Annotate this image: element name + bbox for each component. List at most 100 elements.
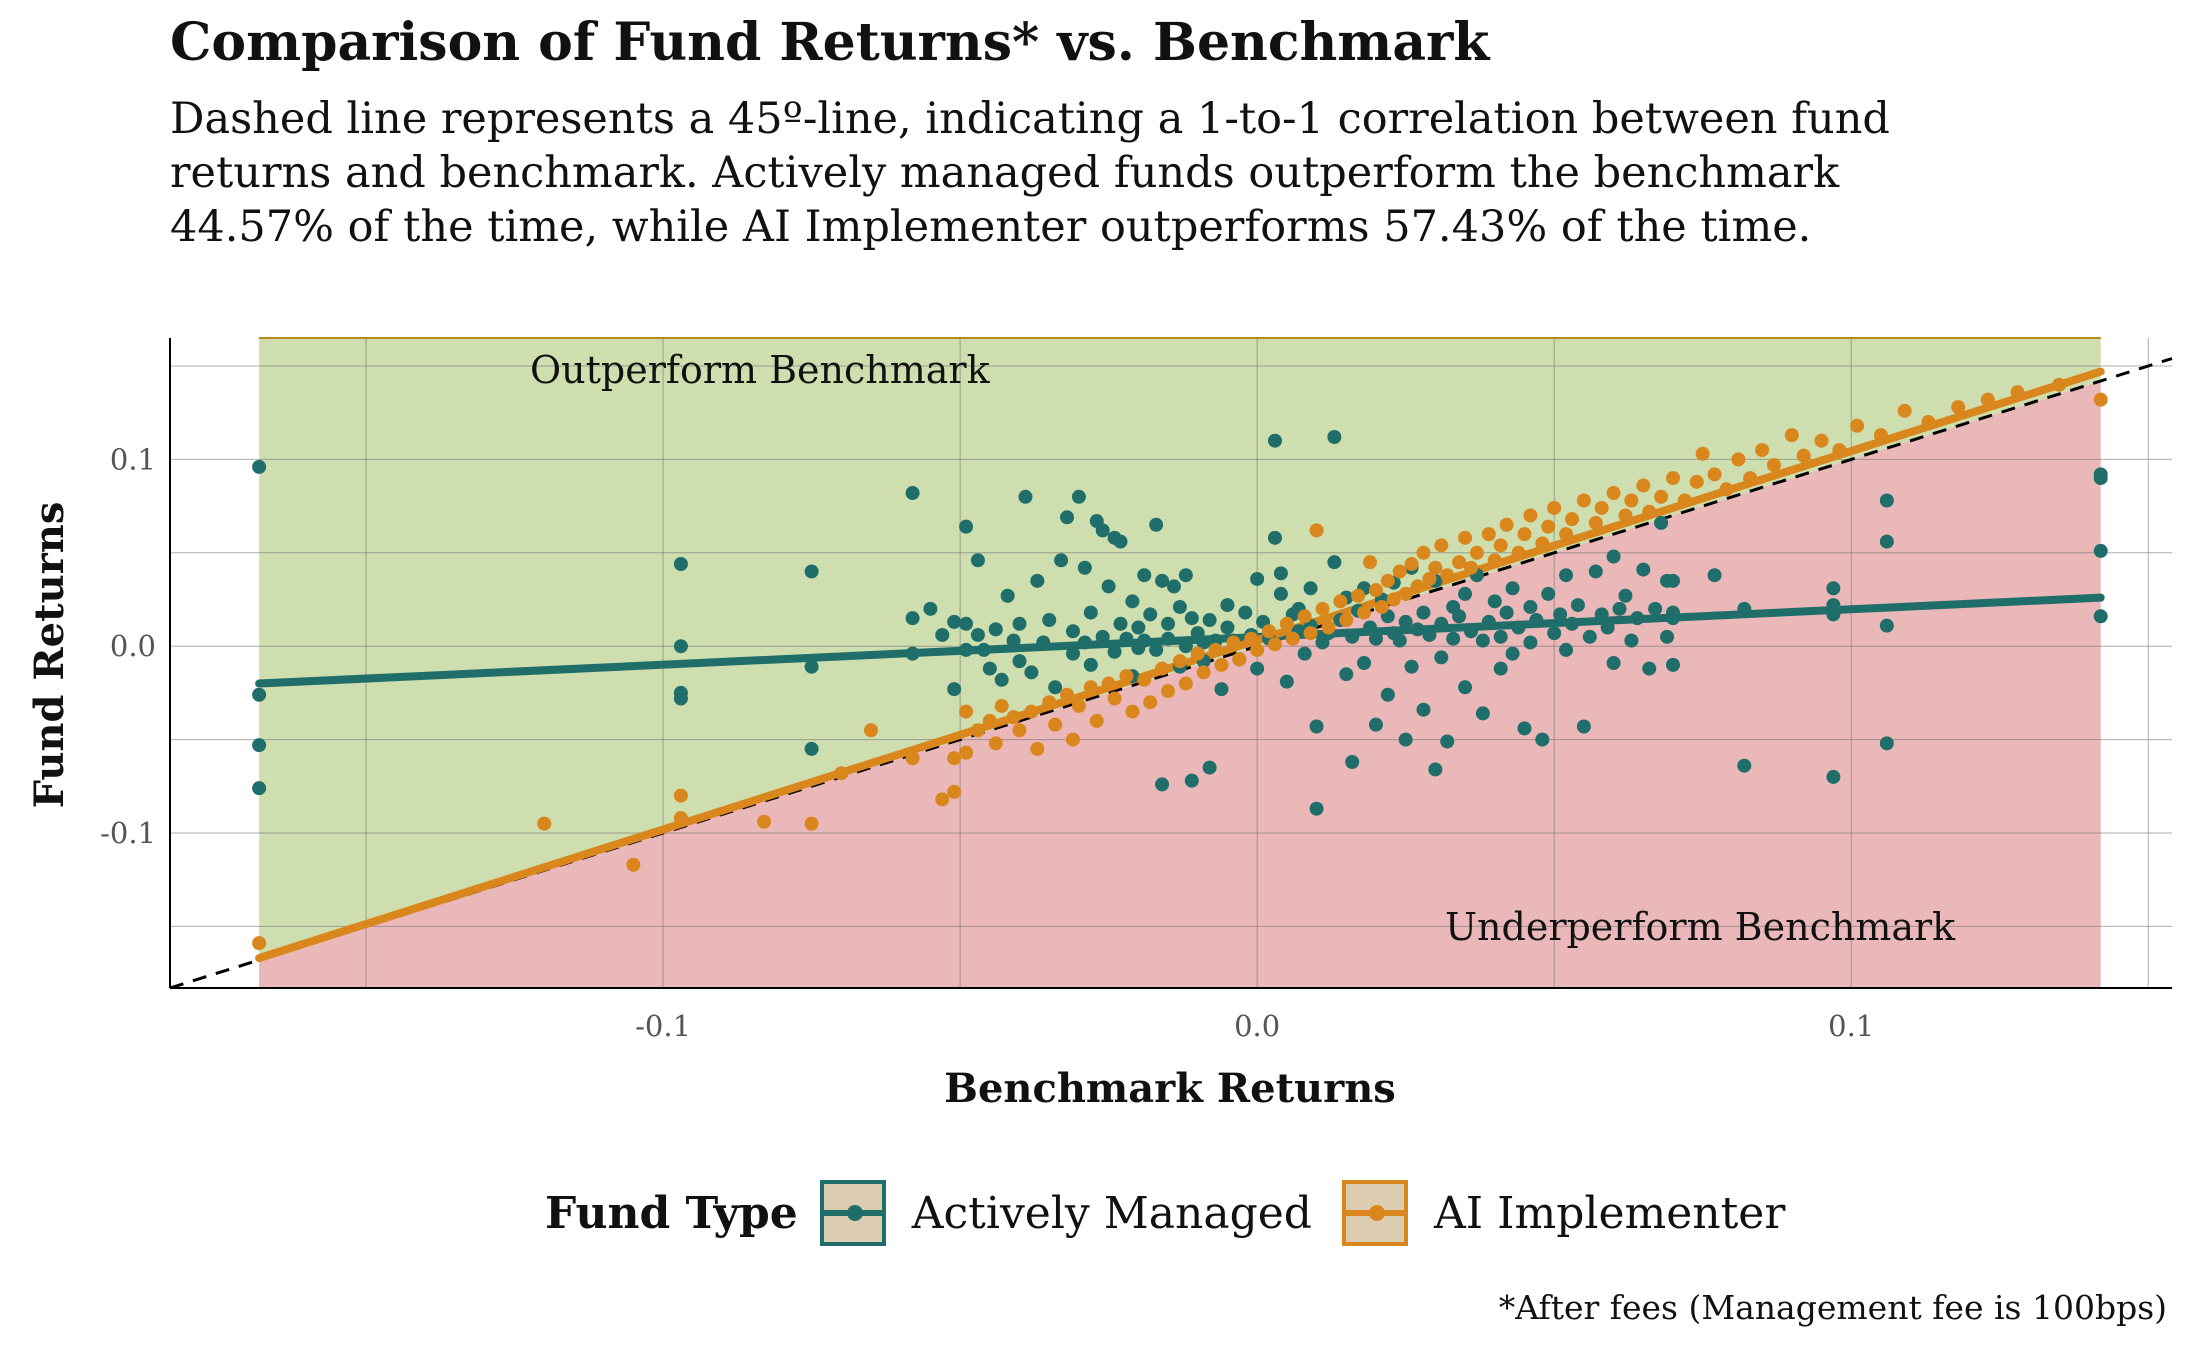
data-point-ai-implementer [959,704,974,719]
data-point-actively-managed [1048,680,1063,695]
data-point-actively-managed [988,622,1003,637]
data-point-actively-managed [1178,639,1193,654]
data-point-actively-managed [252,459,267,474]
data-point-actively-managed [673,557,688,572]
data-point-actively-managed [1879,534,1894,549]
data-point-ai-implementer [1873,428,1888,443]
data-point-actively-managed [1535,732,1550,747]
data-point-ai-implementer [1618,508,1633,523]
data-point-actively-managed [1250,571,1265,586]
data-point-ai-implementer [1357,605,1372,620]
data-point-actively-managed [1398,614,1413,629]
data-point-actively-managed [1279,674,1294,689]
data-point-ai-implementer [2093,392,2108,407]
data-point-actively-managed [959,519,974,534]
data-point-actively-managed [1363,620,1378,635]
data-point-actively-managed [252,687,267,702]
data-point-actively-managed [1149,642,1164,657]
data-point-actively-managed [1178,568,1193,583]
chart-title: Comparison of Fund Returns* vs. Benchmar… [170,12,1490,73]
data-point-actively-managed [1505,581,1520,596]
data-point-actively-managed [1559,642,1574,657]
data-point-ai-implementer [1368,583,1383,598]
chart-subtitle: Dashed line represents a 45º-line, indic… [170,94,1890,252]
data-point-ai-implementer [252,936,267,951]
data-point-actively-managed [1303,581,1318,596]
data-point-actively-managed [1392,633,1407,648]
legend-label-ai-implementer: AI Implementer [1433,1187,1786,1239]
data-point-actively-managed [947,682,962,697]
data-point-ai-implementer [1665,471,1680,486]
data-point-actively-managed [1327,555,1342,570]
data-point-actively-managed [1345,754,1360,769]
data-point-actively-managed [1737,601,1752,616]
data-point-actively-managed [1475,633,1490,648]
data-point-actively-managed [1879,736,1894,751]
y-tick-label: 0.1 [110,442,156,476]
data-point-ai-implementer [1250,642,1265,657]
data-point-ai-implementer [1339,613,1354,628]
data-point-ai-implementer [1309,523,1324,538]
data-point-ai-implementer [1440,568,1455,583]
data-point-ai-implementer [1511,545,1526,560]
data-point-actively-managed [1113,534,1128,549]
data-point-actively-managed [1297,646,1312,661]
data-point-ai-implementer [1559,527,1574,542]
data-point-ai-implementer [1689,474,1704,489]
x-tick-label: 0.1 [1828,1009,1874,1043]
data-point-ai-implementer [1416,545,1431,560]
axes [169,338,2172,989]
data-point-actively-managed [1309,801,1324,816]
data-point-actively-managed [1196,635,1211,650]
data-point-actively-managed [1000,588,1015,603]
data-point-actively-managed [1155,573,1170,588]
data-point-ai-implementer [1493,538,1508,553]
data-point-ai-implementer [673,788,688,803]
data-point-ai-implementer [988,736,1003,751]
data-point-actively-managed [1582,629,1597,644]
data-point-actively-managed [1083,657,1098,672]
data-point-actively-managed [1267,433,1282,448]
data-point-ai-implementer [1196,665,1211,680]
data-point-ai-implementer [935,792,950,807]
data-point-ai-implementer [1262,624,1277,639]
data-point-ai-implementer [1030,741,1045,756]
data-point-actively-managed [673,691,688,706]
data-point-actively-managed [1071,489,1086,504]
data-point-ai-implementer [1719,482,1734,497]
data-point-actively-managed [1357,656,1372,670]
data-point-ai-implementer [1606,486,1621,501]
x-axis-title: Benchmark Returns [944,1065,1396,1112]
data-point-actively-managed [1826,581,1841,596]
data-point-actively-managed [1654,515,1669,530]
data-point-ai-implementer [1143,695,1158,710]
data-point-actively-managed [1214,682,1229,697]
data-point-actively-managed [1006,633,1021,648]
footnote: *After fees (Management fee is 100bps) [1498,1288,2167,1327]
legend-key-actively-managed [819,1180,886,1246]
data-point-ai-implementer [804,816,819,831]
data-point-actively-managed [1440,734,1455,749]
data-point-actively-managed [1529,613,1544,628]
data-point-ai-implementer [1137,672,1152,687]
data-point-ai-implementer [1351,588,1366,603]
data-point-ai-implementer [1006,710,1021,725]
data-point-actively-managed [1446,631,1461,646]
data-point-actively-managed [1202,760,1217,775]
data-point-actively-managed [1101,579,1116,594]
data-point-actively-managed [252,738,267,753]
data-point-ai-implementer [1089,713,1104,728]
data-point-actively-managed [1125,594,1140,609]
data-point-actively-managed [1220,598,1235,613]
data-point-actively-managed [1665,573,1680,588]
data-point-ai-implementer [1012,723,1027,738]
data-point-ai-implementer [1743,471,1758,486]
data-point-ai-implementer [1481,527,1496,542]
data-point-actively-managed [1505,646,1520,661]
data-point-ai-implementer [1321,620,1336,635]
data-point-ai-implementer [1564,512,1579,527]
data-point-ai-implementer [1048,717,1063,732]
grid-lines [170,338,2172,988]
data-point-ai-implementer [1226,635,1241,650]
